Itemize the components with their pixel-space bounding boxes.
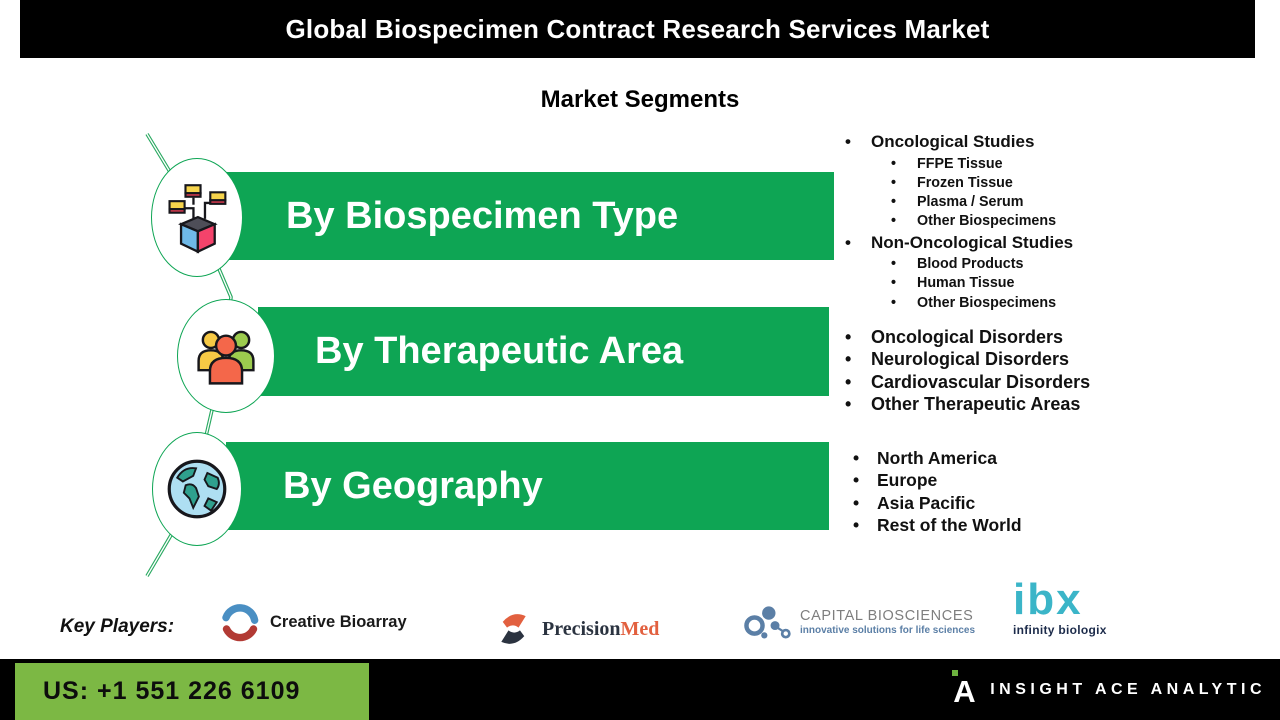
globe-icon xyxy=(167,459,227,519)
swirl-sphere-icon xyxy=(222,604,259,642)
bullet xyxy=(891,275,917,291)
bullet xyxy=(891,194,917,210)
sub-list-item: Human Tissue xyxy=(891,275,1073,294)
sub-list-item: Other Biospecimens xyxy=(891,295,1073,314)
subtitle-market-segments: Market Segments xyxy=(540,86,740,113)
title-bar: Global Biospecimen Contract Research Ser… xyxy=(20,0,1255,58)
precisionmed-name: PrecisionMed xyxy=(542,617,660,640)
bullet xyxy=(845,394,871,415)
list-item: Asia Pacific xyxy=(853,493,1022,515)
bullet xyxy=(891,175,917,191)
sub-list-item: Blood Products xyxy=(891,256,1073,275)
banner-biospecimen-type: By Biospecimen Type xyxy=(224,172,834,260)
list-item: Cardiovascular Disorders xyxy=(845,372,1090,394)
brand-name: INSIGHT ACE ANALYTIC xyxy=(990,680,1266,698)
list-item: Europe xyxy=(853,470,1022,492)
banner-label: By Biospecimen Type xyxy=(286,194,679,237)
ibx-logo: ibx infinity biologix xyxy=(1013,575,1107,638)
ribbon-s-icon xyxy=(501,614,526,644)
ibx-name: ibx xyxy=(1013,575,1083,624)
bullet xyxy=(845,132,871,152)
people-icon xyxy=(197,330,255,385)
circle-geography xyxy=(152,432,242,546)
bullet xyxy=(891,213,917,229)
bullet xyxy=(845,349,871,370)
bullet xyxy=(891,156,917,172)
molecule-icon xyxy=(744,606,791,639)
banner-geography: By Geography xyxy=(226,442,829,530)
list-item: Other Therapeutic Areas xyxy=(845,394,1090,416)
capital-biosciences-tagline: innovative solutions for life sciences xyxy=(800,624,976,636)
green-dot-icon xyxy=(952,669,959,676)
bullet xyxy=(845,372,871,393)
circle-biospecimen xyxy=(151,158,243,277)
sub-list-item: Frozen Tissue xyxy=(891,175,1073,194)
bullet xyxy=(853,448,877,469)
bullet xyxy=(845,327,871,348)
list-item: Oncological Studies xyxy=(845,132,1073,156)
list-item: Oncological Disorders xyxy=(845,327,1090,349)
list-item: Rest of the World xyxy=(853,515,1022,537)
capital-biosciences-name: CAPITAL BIOSCIENCES xyxy=(800,607,974,624)
circle-therapeutic xyxy=(177,299,275,413)
detail-list-therapeutic: Oncological Disorders Neurological Disor… xyxy=(845,327,1090,417)
banner-label: By Therapeutic Area xyxy=(315,330,684,372)
sub-list-item: Plasma / Serum xyxy=(891,194,1073,213)
capital-biosciences-logo: CAPITAL BIOSCIENCES innovative solutions… xyxy=(742,602,975,642)
ibx-subname: infinity biologix xyxy=(1013,623,1107,637)
insight-ace-brand: A INSIGHT ACE ANALYTIC xyxy=(951,659,1266,720)
biospecimen-box-icon xyxy=(168,183,227,253)
insight-ace-logo-icon: A xyxy=(951,669,976,710)
footer-bar: US: +1 551 226 6109 A INSIGHT ACE ANALYT… xyxy=(0,659,1280,720)
bullet xyxy=(853,493,877,514)
bullet xyxy=(853,470,877,491)
creative-bioarray-name: Creative Bioarray xyxy=(270,612,407,631)
sub-list-item: Other Biospecimens xyxy=(891,213,1073,232)
banner-label: By Geography xyxy=(283,464,543,507)
bullet xyxy=(845,233,871,253)
bullet xyxy=(891,295,917,311)
phone-number: US: +1 551 226 6109 xyxy=(43,677,301,705)
creative-bioarray-logo: Creative Bioarray xyxy=(219,601,407,643)
list-item: Non-Oncological Studies xyxy=(845,233,1073,257)
list-item: Neurological Disorders xyxy=(845,349,1090,371)
page-title: Global Biospecimen Contract Research Ser… xyxy=(285,13,990,44)
key-players-label: Key Players: xyxy=(60,616,175,637)
sub-list-item: FFPE Tissue xyxy=(891,156,1073,175)
detail-list-biospecimen: Oncological Studies FFPE Tissue Frozen T… xyxy=(845,132,1073,314)
banner-therapeutic-area: By Therapeutic Area xyxy=(258,307,829,396)
list-item: North America xyxy=(853,448,1022,470)
phone-badge: US: +1 551 226 6109 xyxy=(15,663,369,720)
precisionmed-logo: PrecisionMed xyxy=(497,606,659,652)
detail-list-geography: North America Europe Asia Pacific Rest o… xyxy=(853,448,1022,537)
bullet xyxy=(891,256,917,272)
bullet xyxy=(853,515,877,536)
